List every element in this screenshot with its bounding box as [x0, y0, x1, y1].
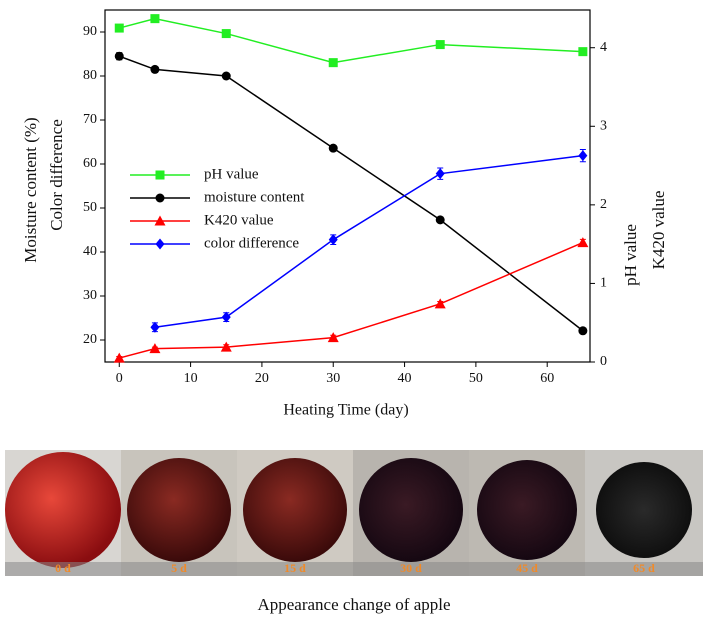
y2-tick-label: 3	[600, 119, 607, 134]
y-tick-label: 40	[83, 244, 97, 259]
y2-tick-label: 2	[600, 197, 607, 212]
legend-label: color difference	[204, 235, 299, 251]
data-point	[577, 237, 589, 248]
caption: Appearance change of apple	[257, 595, 450, 614]
legend-marker	[155, 238, 165, 250]
data-point	[220, 341, 232, 352]
y2-tick-label: 0	[600, 354, 607, 369]
x-tick-label: 0	[116, 371, 123, 386]
x-tick-label: 20	[255, 371, 269, 386]
photo-label: 65 d	[633, 561, 655, 575]
photo-strip	[5, 450, 703, 576]
y-tick-label: 80	[83, 68, 97, 83]
photo-label: 30 d	[400, 561, 422, 575]
y-tick-label: 50	[83, 200, 97, 215]
y-tick-label: 30	[83, 288, 97, 303]
y-tick-label: 90	[83, 24, 97, 39]
x-tick-label: 10	[184, 371, 198, 386]
data-point	[150, 321, 160, 333]
legend-label: moisture content	[204, 189, 305, 205]
data-point	[327, 332, 339, 343]
y2-tick-label: 4	[600, 40, 607, 55]
y2-tick-label: 1	[600, 276, 607, 291]
data-point	[221, 311, 231, 323]
data-point	[114, 23, 124, 33]
series-line	[119, 55, 584, 332]
series-line	[119, 17, 583, 64]
legend-marker	[155, 170, 165, 180]
y-tick-label: 60	[83, 156, 97, 171]
label-band	[5, 562, 703, 576]
photo-label: 15 d	[284, 561, 306, 575]
data-point	[578, 326, 588, 336]
photo-label: 5 d	[171, 561, 187, 575]
data-point	[435, 215, 445, 225]
data-point	[114, 51, 124, 61]
data-point	[435, 168, 445, 180]
apple	[243, 458, 347, 562]
legend-label: K420 value	[204, 212, 274, 228]
y2-axis-title: pH value	[621, 224, 640, 286]
y-tick-label: 70	[83, 112, 97, 127]
apple	[5, 452, 121, 568]
data-point	[328, 143, 338, 153]
data-point	[328, 234, 338, 246]
y-axis-title: Color difference	[47, 119, 66, 231]
data-point	[578, 47, 588, 57]
data-point	[221, 71, 231, 81]
y2-axis-title: K420 value	[649, 191, 668, 270]
apple	[477, 460, 577, 560]
photo-label: 45 d	[516, 561, 538, 575]
plot-frame	[104, 9, 591, 363]
photo-label: 0 d	[55, 561, 71, 575]
data-point	[435, 40, 445, 50]
data-point	[221, 29, 231, 39]
y-axis-title: Moisture content (%)	[21, 117, 40, 262]
legend-marker	[154, 215, 166, 226]
apple	[127, 458, 231, 562]
legend-marker	[155, 193, 165, 203]
data-point	[150, 64, 160, 74]
apple	[596, 462, 692, 558]
apple	[359, 458, 463, 562]
data-point	[149, 343, 161, 354]
x-tick-label: 30	[326, 371, 340, 386]
legend-label: pH value	[204, 166, 259, 182]
x-tick-label: 40	[398, 371, 412, 386]
data-point	[328, 58, 338, 68]
x-tick-label: 60	[540, 371, 554, 386]
data-point	[113, 352, 125, 363]
series-line	[119, 241, 584, 359]
data-point	[150, 14, 160, 24]
x-axis-title: Heating Time (day)	[283, 402, 408, 419]
data-point	[434, 298, 446, 309]
data-point	[578, 150, 588, 162]
x-tick-label: 50	[469, 371, 483, 386]
y-tick-label: 20	[83, 332, 97, 347]
